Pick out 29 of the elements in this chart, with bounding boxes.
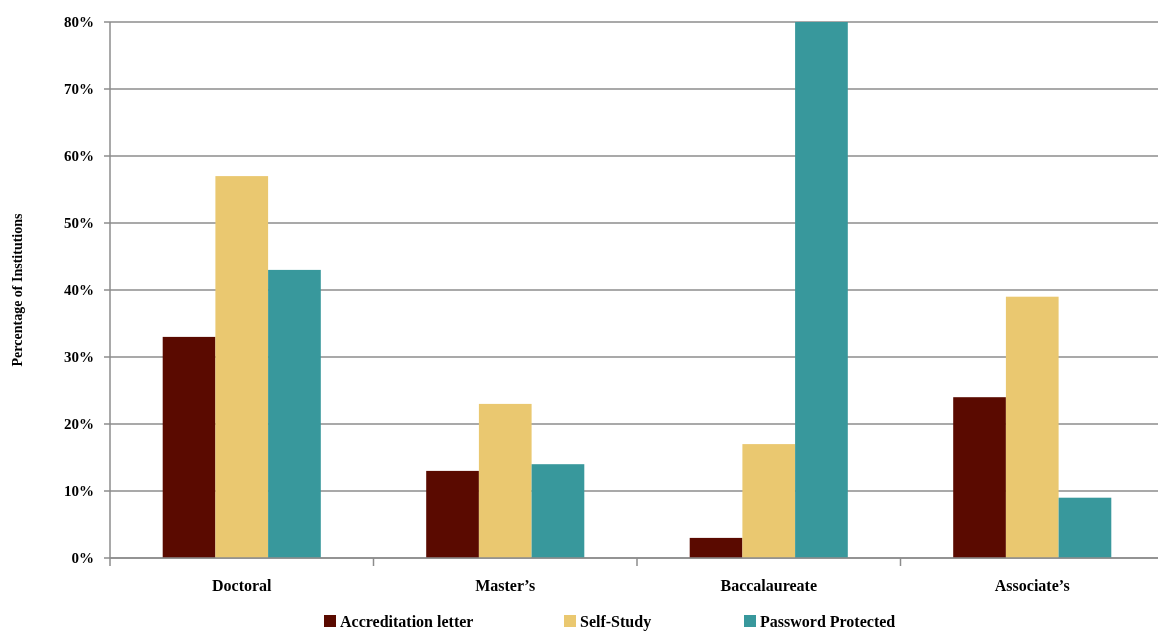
- bar: [162, 336, 216, 558]
- y-axis-title: Percentage of Institutions: [10, 212, 25, 367]
- y-tick-label: 50%: [64, 215, 94, 232]
- bar: [478, 403, 532, 558]
- x-tick-label: Associate’s: [994, 577, 1070, 594]
- x-tick-label: Doctoral: [211, 577, 273, 594]
- y-tick-label: 10%: [64, 483, 94, 500]
- bar: [268, 269, 321, 558]
- y-tick-label: 0%: [71, 550, 94, 567]
- bar: [426, 470, 479, 558]
- bar: [742, 444, 796, 558]
- y-tick-label: 80%: [64, 14, 94, 31]
- x-tick-label: Master’s: [475, 577, 536, 594]
- y-tick-label: 20%: [64, 416, 94, 433]
- legend-label: Self-Study: [580, 613, 652, 631]
- bar: [1005, 296, 1059, 558]
- y-tick-label: 40%: [64, 282, 94, 299]
- bar: [689, 537, 743, 558]
- legend-label: Accreditation letter: [340, 613, 474, 630]
- bar: [215, 176, 269, 558]
- bar: [531, 464, 585, 558]
- y-tick-label: 30%: [64, 349, 94, 366]
- y-tick-label: 70%: [64, 81, 94, 98]
- legend-label: Password Protected: [760, 613, 896, 630]
- y-tick-label: 60%: [64, 148, 94, 165]
- bar: [1058, 497, 1112, 558]
- bar: [795, 22, 848, 558]
- bar: [953, 397, 1006, 558]
- x-tick-label: Baccalaureate: [720, 577, 818, 594]
